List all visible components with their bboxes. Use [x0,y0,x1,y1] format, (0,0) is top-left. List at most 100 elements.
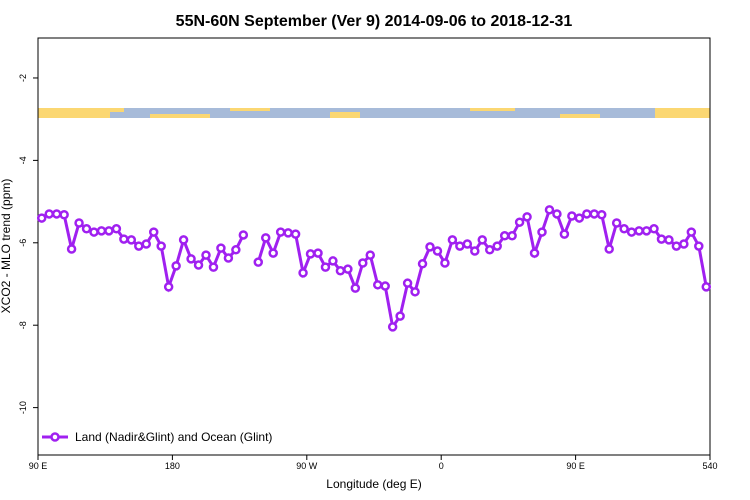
data-point [455,241,465,251]
data-point [574,213,585,223]
data-point [470,246,480,256]
data-point [171,261,181,271]
data-point [686,227,697,237]
data-point [477,235,488,245]
data-point [44,209,54,219]
data-point [238,230,249,240]
data-point [231,245,241,255]
x-axis-label: Longitude (deg E) [326,477,421,491]
data-point [305,249,316,259]
data-point [275,227,286,237]
data-point [499,231,510,241]
data-point [679,239,689,249]
y-tick-label: -10 [18,401,28,414]
data-point [253,257,264,267]
data-point [649,224,659,234]
data-point [522,212,532,222]
series-line [41,207,708,331]
data-point [402,278,413,288]
legend-label: Land (Nadir&Glint) and Ocean (Glint) [75,430,272,444]
x-tick-label: 90 W [296,461,318,471]
x-tick-label: 90 E [566,461,585,471]
data-point [81,224,92,234]
data-point [186,254,196,264]
data-point [66,244,77,254]
y-tick-label: -4 [18,156,28,164]
data-point [567,211,577,221]
data-point [201,250,211,260]
data-point [163,282,174,292]
data-point [410,287,420,297]
data-point [298,268,308,278]
x-tick-label: 180 [165,461,180,471]
data-point [36,213,47,223]
data-point [671,241,682,251]
data-point [694,241,704,251]
data-point [656,234,667,244]
data-point [290,229,301,239]
data-point [432,246,443,256]
data-point [634,226,644,236]
data-point [223,253,234,263]
data-point [664,235,674,245]
data-point [604,244,614,254]
data-point [89,227,99,237]
x-tick-label: 0 [439,461,444,471]
data-point [216,243,226,253]
data-point [507,231,517,241]
data-point [492,241,502,251]
data-point [51,209,62,219]
data-point [641,226,652,236]
y-axis-label: XCO2 - MLO trend (ppm) [0,179,13,314]
data-point [104,226,114,236]
data-point [268,248,278,258]
data-point [484,245,495,255]
data-point [59,210,69,220]
data-point [283,228,293,238]
data-point [462,239,473,249]
data-point [701,282,712,292]
data-point [74,218,84,228]
plot-frame [37,37,711,456]
data-point [365,250,376,260]
data-point [141,239,152,249]
data-point [335,266,346,276]
map-strip [38,108,710,118]
data-point [447,235,458,245]
data-point [208,262,219,272]
chart-title: 55N-60N September (Ver 9) 2014-09-06 to … [176,13,573,30]
x-tick-label: 90 E [29,461,48,471]
data-point [126,235,137,245]
x-tick-label: 540 [702,461,717,471]
data-point [395,311,405,321]
data-point [552,209,562,219]
data-point [134,241,144,251]
data-point [387,322,398,332]
data-point [156,241,166,251]
data-point [119,234,129,244]
data-point [425,242,435,252]
data-point [529,248,540,258]
data-point [343,264,353,274]
data-point [148,227,159,237]
data-point [537,227,547,237]
legend-marker [50,432,60,442]
data-point [380,281,390,291]
data-point [417,259,428,269]
data-point [544,205,555,215]
data-point [111,224,122,234]
data-point [328,256,338,266]
data-point [440,258,450,268]
data-point [178,235,189,245]
data-point [596,210,607,220]
data-point [626,227,637,237]
data-point [260,233,271,243]
data-point [582,209,592,219]
data-point [619,224,629,234]
data-point [358,258,368,268]
data-point [611,218,622,228]
data-point [372,280,383,290]
y-tick-label: -6 [18,239,28,247]
y-tick-label: -8 [18,321,28,329]
